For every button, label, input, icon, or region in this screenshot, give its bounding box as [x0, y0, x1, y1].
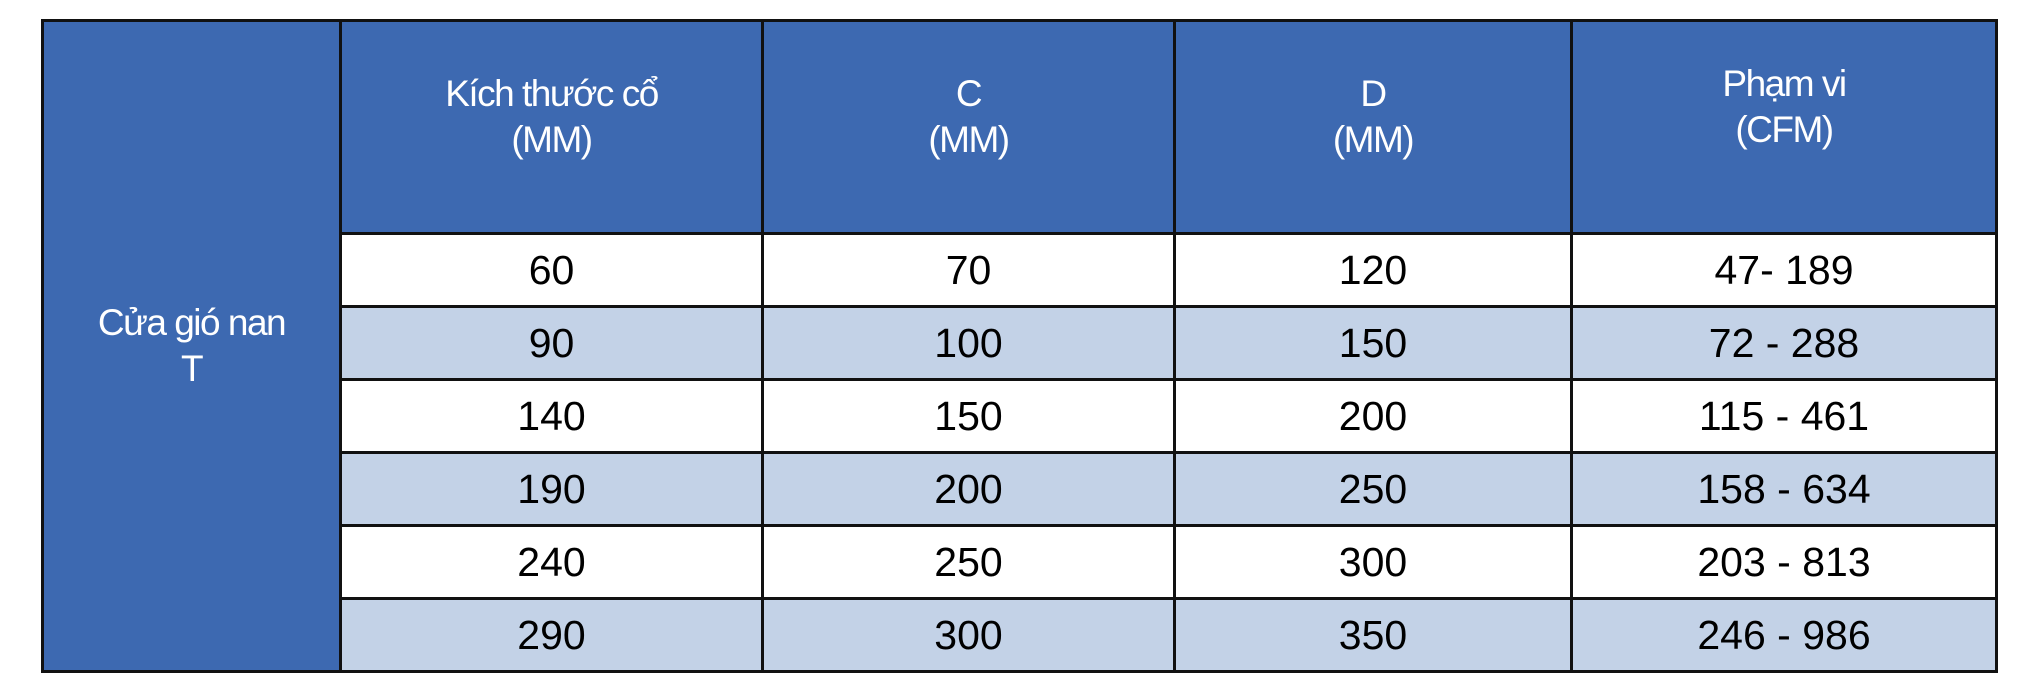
cell-d: 150: [1173, 305, 1573, 381]
cell-neck: 240: [339, 524, 764, 600]
cell-range: 72 - 288: [1570, 305, 1998, 381]
row-group-label-line1: Cửa gió nan: [97, 302, 287, 343]
cell-c: 200: [761, 451, 1176, 527]
table-row: 190 200 250 158 - 634: [43, 451, 1998, 527]
header-d: D (MM): [1173, 19, 1573, 235]
row-group-label: Cửa gió nan T: [41, 19, 342, 673]
header-unit: (MM): [928, 119, 1010, 160]
cell-neck: 90: [339, 305, 764, 381]
header-neck-size: Kích thước cổ (MM): [339, 19, 764, 235]
cell-range: 246 - 986: [1570, 597, 1998, 673]
cell-c: 250: [761, 524, 1176, 600]
table-row: 60 70 120 47- 189: [43, 232, 1998, 308]
header-text: Kích thước cổ: [445, 73, 659, 114]
cell-c: 100: [761, 305, 1176, 381]
cell-d: 300: [1173, 524, 1573, 600]
cell-range: 158 - 634: [1570, 451, 1998, 527]
cell-d: 250: [1173, 451, 1573, 527]
cell-range: 115 - 461: [1570, 378, 1998, 454]
spec-table: Cửa gió nan T Kích thước cổ (MM) C (MM) D (…: [41, 19, 1998, 673]
cell-range: 203 - 813: [1570, 524, 1998, 600]
table-row: 140 150 200 115 - 461: [43, 378, 1998, 454]
cell-neck: 290: [339, 597, 764, 673]
header-range: Phạm vi (CFM): [1570, 19, 1998, 235]
header-unit: (CFM): [1735, 109, 1834, 150]
header-row: Cửa gió nan T Kích thước cổ (MM) C (MM) D (…: [41, 19, 1998, 673]
table-row: 90 100 150 72 - 288: [43, 305, 1998, 381]
header-unit: (MM): [1332, 119, 1415, 160]
header-text: C: [955, 73, 983, 114]
cell-neck: 60: [339, 232, 764, 308]
cell-c: 300: [761, 597, 1176, 673]
cell-neck: 140: [339, 378, 764, 454]
header-text: Phạm vi: [1722, 63, 1847, 104]
header-text: D: [1360, 73, 1387, 114]
cell-c: 150: [761, 378, 1176, 454]
cell-range: 47- 189: [1570, 232, 1998, 308]
header-c: C (MM): [761, 19, 1176, 235]
cell-c: 70: [761, 232, 1176, 308]
row-group-label-line2: T: [180, 348, 204, 389]
header-unit: (MM): [511, 119, 593, 160]
cell-neck: 190: [339, 451, 764, 527]
cell-d: 350: [1173, 597, 1573, 673]
cell-d: 120: [1173, 232, 1573, 308]
cell-d: 200: [1173, 378, 1573, 454]
table-row: 240 250 300 203 - 813: [43, 524, 1998, 600]
